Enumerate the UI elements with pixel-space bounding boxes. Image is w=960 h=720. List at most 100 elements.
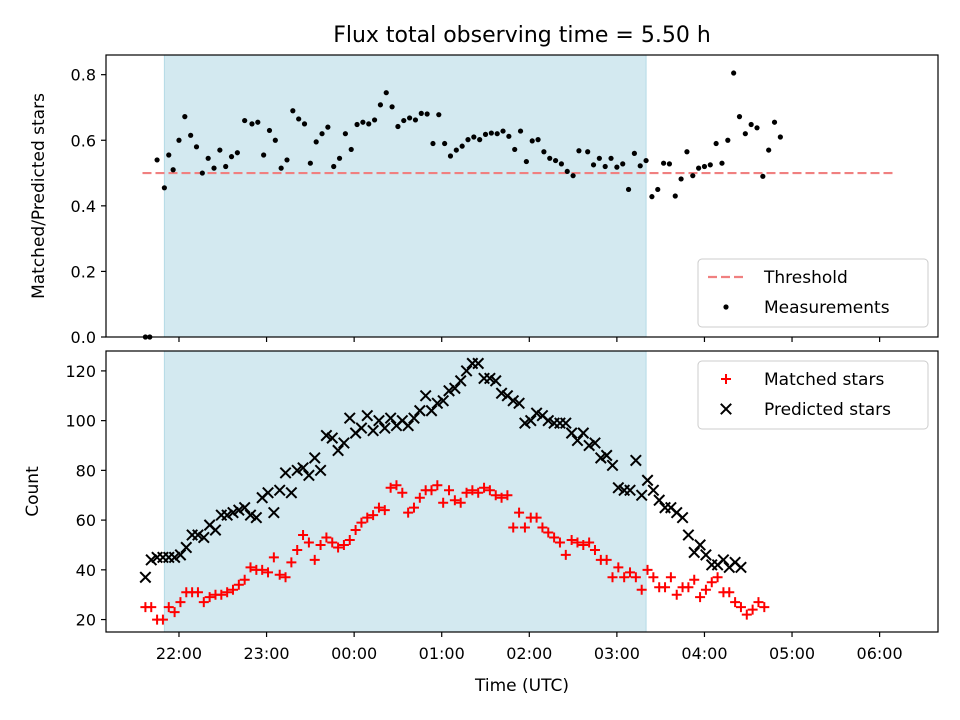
series-predicted-stars bbox=[139, 357, 747, 584]
data-point bbox=[541, 149, 547, 155]
data-point bbox=[438, 497, 449, 508]
data-point bbox=[577, 427, 590, 439]
data-point bbox=[713, 140, 719, 147]
data-point bbox=[403, 507, 414, 518]
y-tick-label: 80 bbox=[76, 461, 96, 480]
data-point bbox=[432, 480, 443, 491]
legend-label: Threshold bbox=[763, 268, 848, 288]
data-point bbox=[176, 137, 182, 143]
data-point bbox=[777, 134, 783, 140]
data-point bbox=[397, 487, 408, 498]
data-point bbox=[389, 104, 395, 110]
data-point bbox=[570, 173, 576, 179]
data-point bbox=[576, 148, 582, 154]
data-point bbox=[192, 587, 203, 598]
data-point bbox=[424, 111, 430, 117]
data-point bbox=[730, 597, 741, 608]
legend-label: Measurements bbox=[764, 298, 890, 318]
data-point bbox=[298, 530, 309, 541]
data-point bbox=[362, 512, 373, 523]
data-point bbox=[414, 492, 425, 503]
data-point bbox=[266, 127, 273, 134]
data-point bbox=[170, 167, 176, 173]
data-point bbox=[303, 537, 314, 548]
data-point bbox=[321, 532, 332, 543]
data-point bbox=[502, 490, 513, 501]
data-point bbox=[378, 422, 391, 434]
data-point bbox=[234, 150, 240, 156]
data-point bbox=[377, 102, 384, 108]
data-point bbox=[707, 162, 713, 168]
data-point bbox=[366, 121, 372, 127]
x-tick-label: 04:00 bbox=[681, 644, 727, 663]
data-point bbox=[161, 185, 167, 191]
data-point bbox=[560, 549, 571, 560]
data-point bbox=[706, 577, 717, 588]
data-point bbox=[631, 150, 637, 156]
data-point bbox=[543, 527, 554, 538]
data-point bbox=[314, 464, 327, 477]
data-point bbox=[199, 170, 205, 176]
data-point bbox=[547, 155, 553, 161]
data-point bbox=[413, 404, 426, 417]
data-point bbox=[724, 587, 735, 598]
x-tick-label: 03:00 bbox=[594, 644, 640, 663]
x-tick-label: 06:00 bbox=[857, 644, 903, 663]
data-point bbox=[437, 394, 450, 407]
data-point bbox=[222, 587, 233, 598]
data-point bbox=[659, 501, 671, 514]
data-point bbox=[571, 434, 584, 447]
data-point bbox=[408, 412, 420, 425]
legend-box bbox=[697, 258, 929, 328]
data-point bbox=[589, 437, 601, 449]
data-point bbox=[344, 534, 355, 545]
data-point bbox=[284, 157, 290, 163]
data-point bbox=[731, 70, 737, 76]
data-point bbox=[753, 597, 764, 608]
data-point bbox=[278, 165, 284, 171]
data-point bbox=[239, 574, 250, 585]
data-point bbox=[602, 163, 608, 170]
y-tick-label: 120 bbox=[65, 362, 96, 381]
data-point bbox=[342, 131, 348, 137]
data-point bbox=[356, 517, 367, 528]
data-point bbox=[477, 137, 483, 143]
data-point bbox=[535, 137, 541, 143]
data-point bbox=[373, 414, 385, 427]
data-point bbox=[460, 364, 473, 377]
data-point bbox=[683, 582, 694, 593]
legend-label: Matched stars bbox=[764, 370, 884, 390]
data-point bbox=[648, 572, 659, 583]
data-point bbox=[290, 108, 296, 114]
data-point bbox=[672, 193, 678, 199]
data-point bbox=[343, 412, 356, 425]
data-point bbox=[383, 90, 389, 96]
data-point bbox=[629, 454, 642, 467]
data-point bbox=[590, 162, 597, 168]
data-point bbox=[689, 574, 700, 585]
bottom-panel: 20 40 60 80 100 120 22:00 23:00 00:00 01:00 02:00 0… bbox=[23, 350, 939, 663]
data-point bbox=[682, 529, 695, 541]
data-point bbox=[250, 511, 263, 524]
data-point bbox=[384, 412, 397, 425]
data-point bbox=[471, 134, 477, 140]
plot-frame bbox=[105, 350, 939, 633]
data-point bbox=[255, 119, 261, 125]
data-point bbox=[700, 549, 712, 561]
data-point bbox=[418, 110, 424, 116]
data-point bbox=[472, 357, 485, 370]
data-point bbox=[596, 155, 602, 161]
data-point bbox=[274, 569, 285, 580]
data-point bbox=[625, 186, 632, 193]
data-point bbox=[204, 592, 215, 603]
data-point bbox=[426, 485, 437, 496]
y-axis-label: Count bbox=[23, 466, 43, 517]
data-point bbox=[514, 507, 525, 518]
data-point bbox=[601, 554, 612, 565]
data-point bbox=[719, 160, 725, 166]
data-point bbox=[488, 130, 494, 136]
data-point bbox=[624, 484, 636, 497]
data-point bbox=[747, 604, 758, 615]
data-point bbox=[211, 165, 217, 171]
chart-title: Flux total observing time = 5.50 h bbox=[333, 23, 711, 48]
